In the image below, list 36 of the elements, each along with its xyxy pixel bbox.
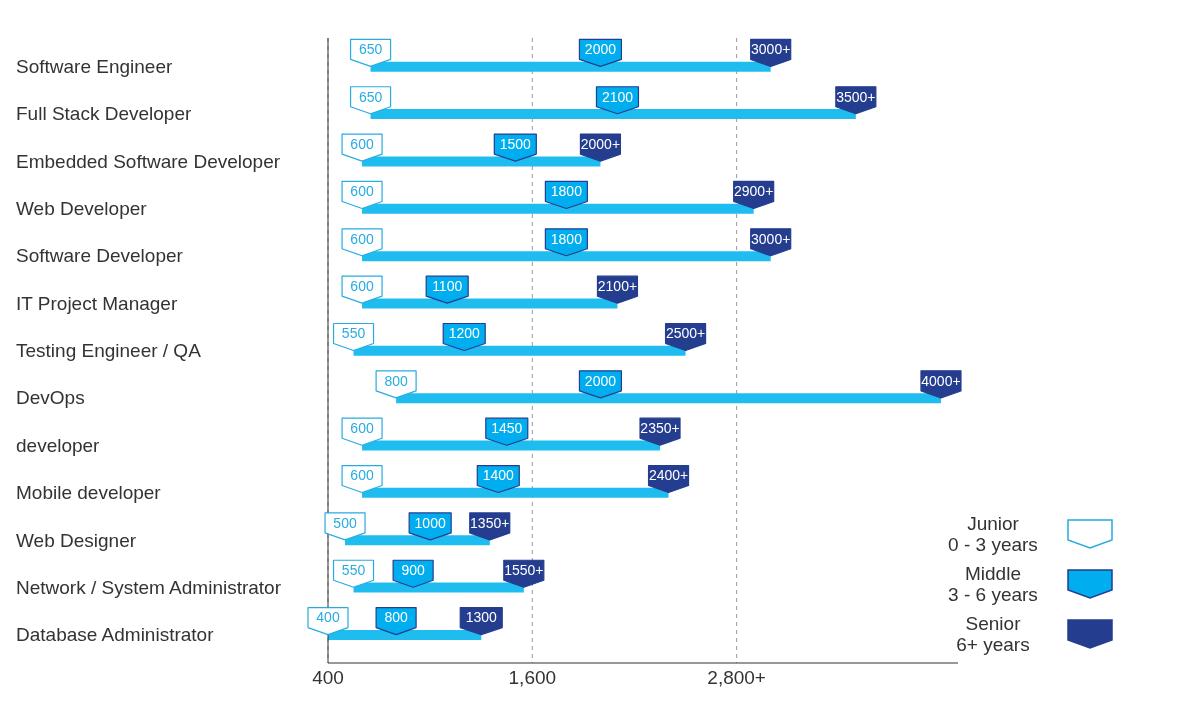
annotation: 2900+ — [734, 183, 774, 200]
data-label: 600 — [350, 183, 374, 200]
legend-label: Junior 0 - 3 years — [947, 513, 1039, 555]
data-label: 400 — [316, 609, 340, 626]
legend-label: Senior 6+ years — [955, 613, 1031, 655]
legend-label: Middle 3 - 6 years — [947, 563, 1039, 605]
y-tick-label: Software Engineer — [16, 56, 173, 78]
y-tick-label: Testing Engineer / QA — [16, 340, 202, 362]
x-tick-label: 400 — [312, 667, 344, 689]
data-label: 800 — [384, 609, 408, 626]
bar — [353, 345, 686, 356]
bar — [396, 393, 941, 404]
y-tick-label: Embedded Software Developer — [16, 150, 281, 172]
bar — [353, 582, 524, 593]
bar — [362, 487, 669, 498]
y-tick-label: Full Stack Developer — [16, 103, 192, 125]
bar — [370, 61, 771, 72]
bar — [362, 298, 618, 309]
y-tick-label: DevOps — [16, 387, 85, 409]
bar — [362, 251, 771, 262]
y-tick-label: Software Developer — [16, 245, 184, 267]
x-tick-label: 2,800+ — [707, 667, 766, 689]
x-tick-label: 1,600 — [508, 667, 557, 689]
y-tick-label: Database Administrator — [16, 624, 215, 646]
bar — [362, 203, 754, 214]
y-tick-label: Web Developer — [16, 198, 148, 220]
y-tick-label: Network / System Administrator — [16, 576, 282, 598]
y-tick-label: developer — [16, 434, 101, 456]
annotation: 3000+ — [751, 41, 791, 58]
y-tick-label: Web Designer — [16, 529, 137, 551]
y-tick-label: Mobile developer — [16, 482, 162, 504]
bar — [362, 440, 661, 451]
bar — [370, 109, 856, 120]
data-label: 600 — [350, 467, 374, 484]
y-tick-label: IT Project Manager — [16, 292, 178, 314]
bar — [362, 156, 601, 167]
